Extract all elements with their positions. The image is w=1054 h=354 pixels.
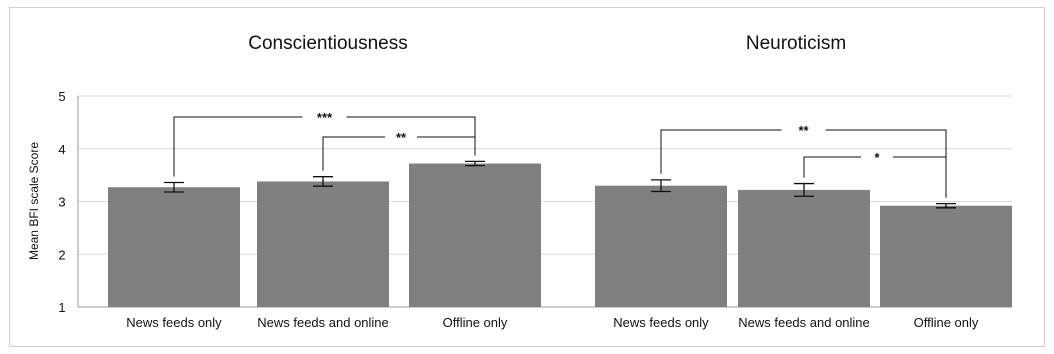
category-label: News feeds and online — [257, 315, 389, 330]
category-label: Offline only — [443, 315, 508, 330]
significance-label: *** — [317, 110, 333, 125]
y-tick-label: 5 — [58, 89, 65, 104]
category-label: Offline only — [914, 315, 979, 330]
category-label: News feeds and online — [738, 315, 870, 330]
chart-panel: Conscientiousness News feeds only News fee… — [108, 33, 541, 330]
bar — [738, 189, 870, 307]
y-axis: 1 2 3 4 5 — [58, 89, 79, 315]
chart-panel: Neuroticism News feeds only News feeds and… — [595, 33, 1012, 330]
category-label: News feeds only — [613, 315, 709, 330]
significance-label: * — [874, 150, 880, 165]
bar — [880, 205, 1012, 307]
bar — [257, 181, 389, 307]
bar — [108, 187, 240, 307]
significance-bracket — [803, 156, 947, 198]
y-tick-label: 1 — [58, 300, 65, 315]
y-tick-label: 2 — [58, 247, 65, 262]
y-axis-label: Mean BFI scale Score — [27, 142, 41, 260]
category-label: News feeds only — [126, 315, 222, 330]
chart-panels: Conscientiousness News feeds only News fee… — [108, 33, 1012, 330]
panel-title: Neuroticism — [746, 33, 846, 54]
bar — [595, 185, 727, 307]
significance-bracket — [322, 136, 476, 171]
y-tick-label: 4 — [58, 142, 65, 157]
panel-title: Conscientiousness — [248, 33, 407, 54]
significance-label: ** — [396, 130, 407, 145]
significance-label: ** — [798, 123, 809, 138]
bar — [409, 163, 541, 307]
y-tick-label: 3 — [58, 195, 65, 210]
